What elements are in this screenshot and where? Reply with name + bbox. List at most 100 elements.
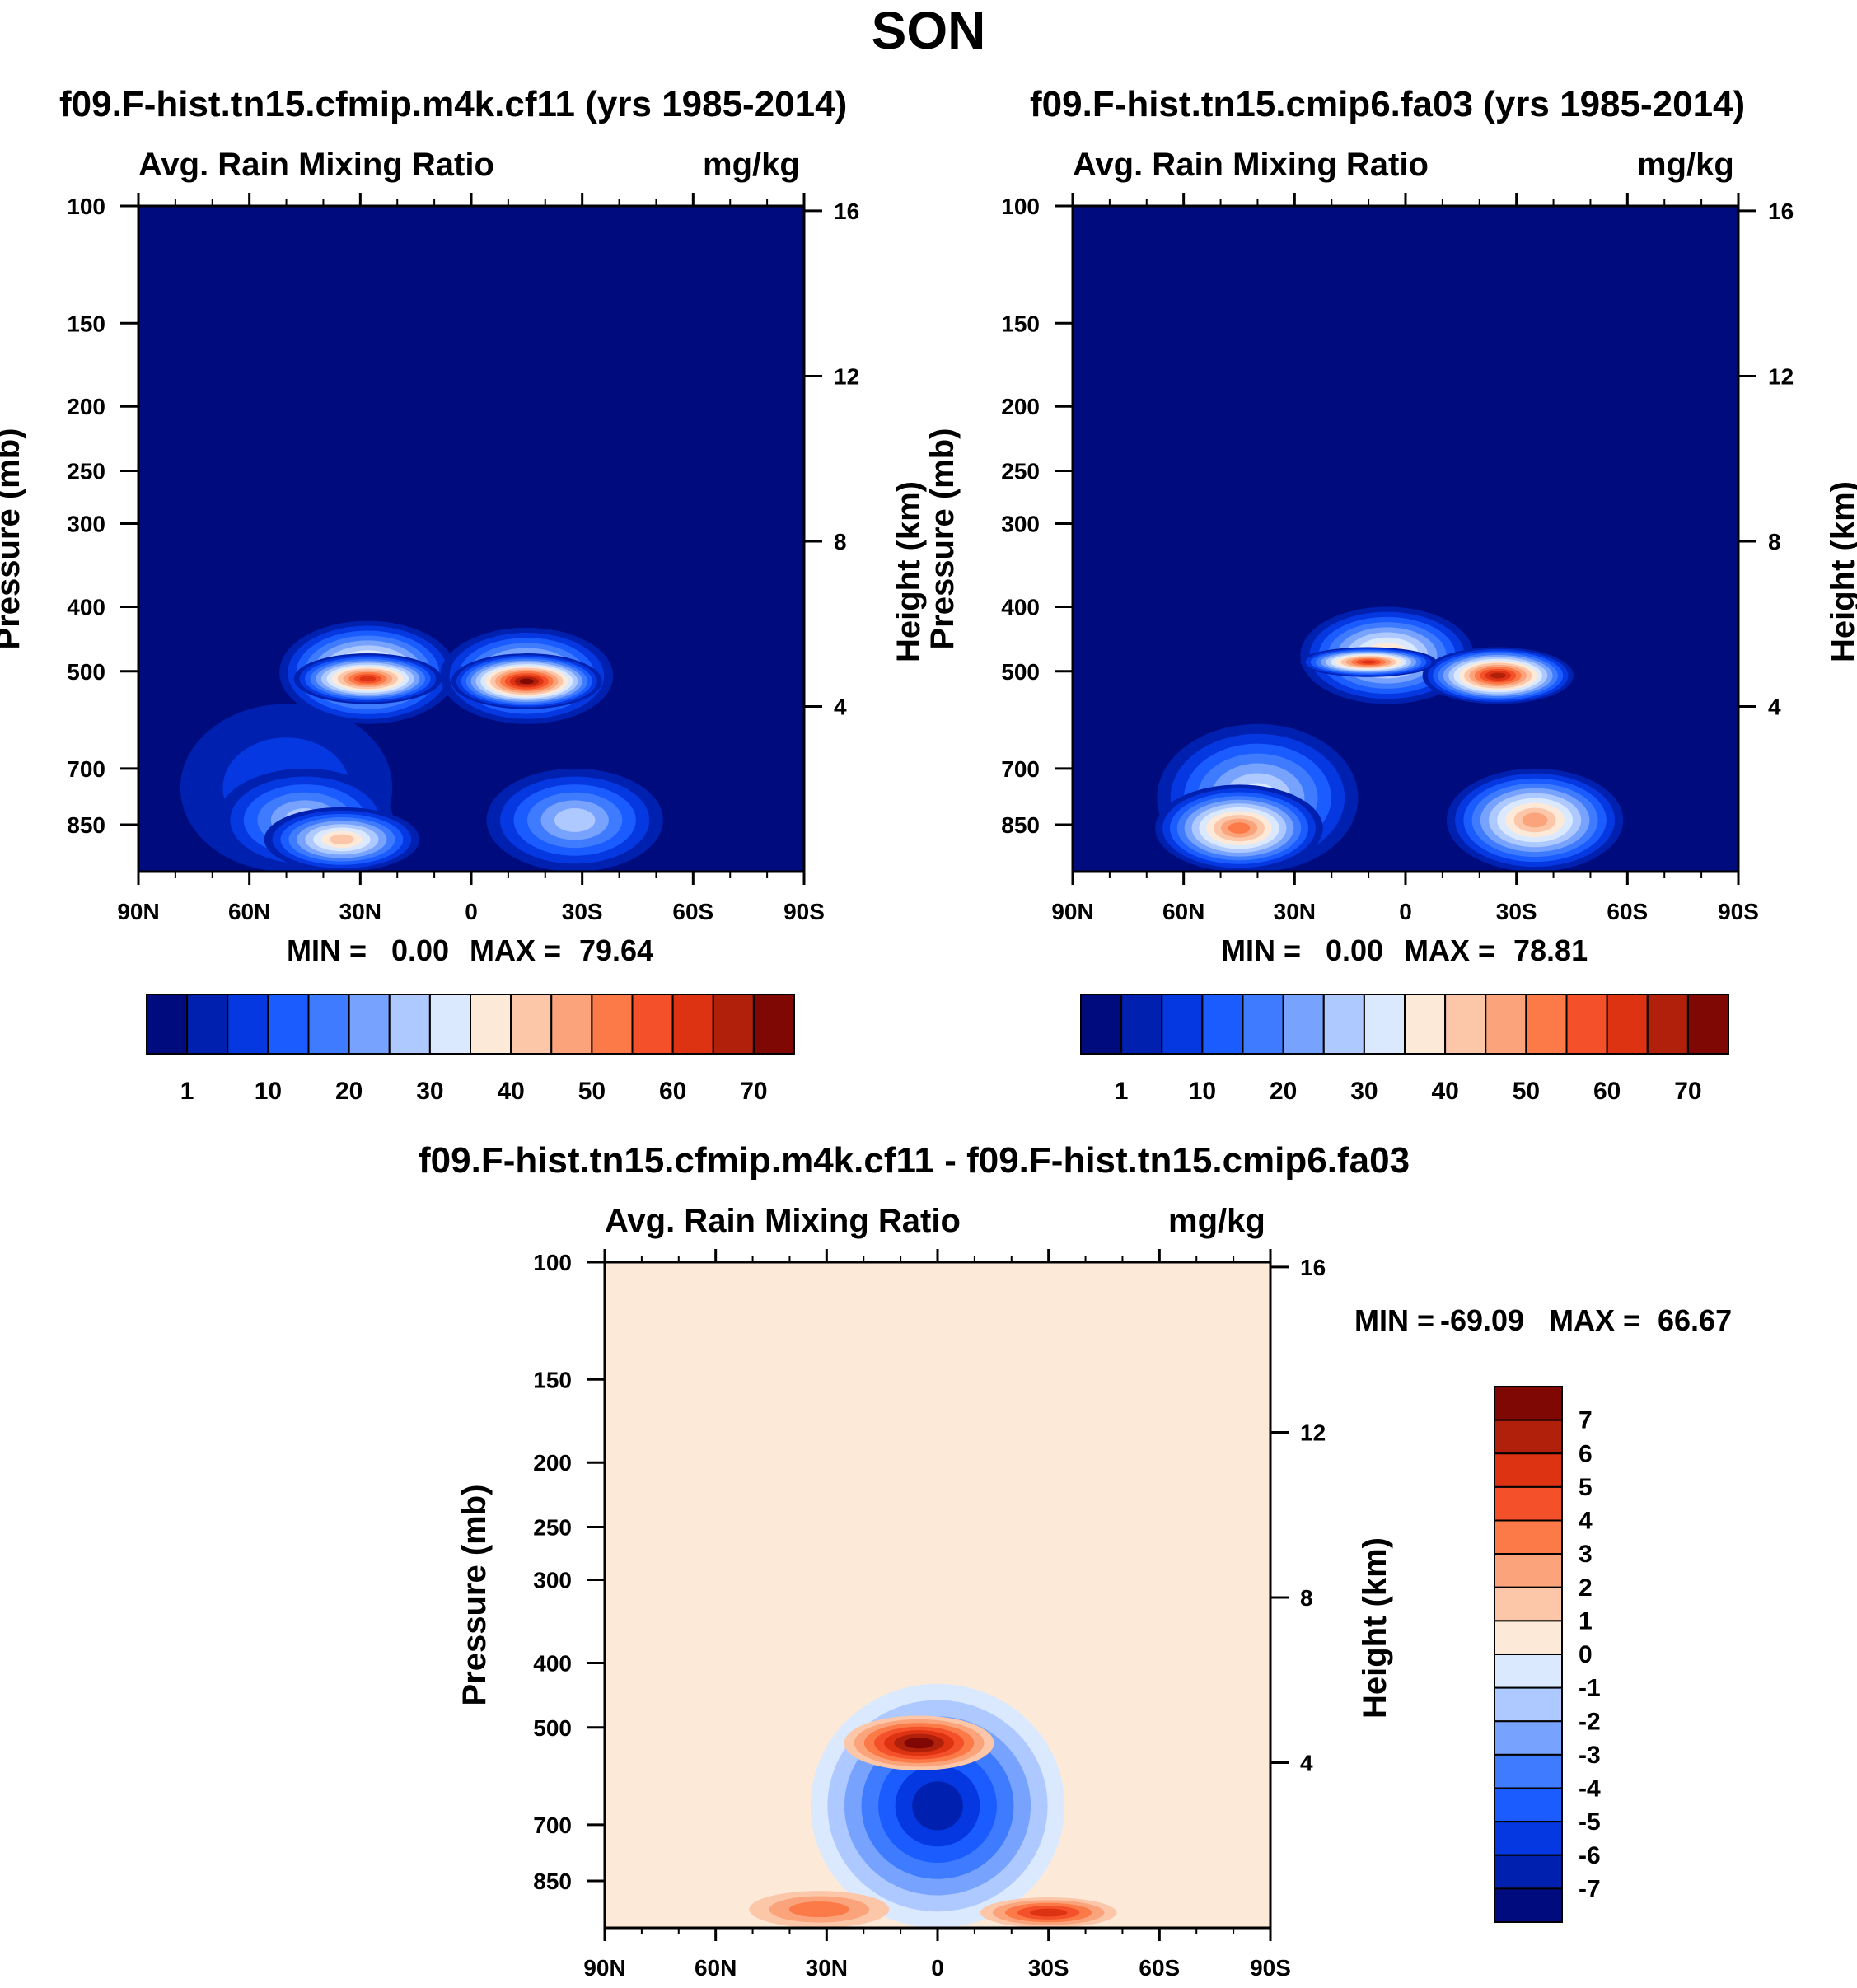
plot1-height-tick-label: 8 bbox=[834, 529, 847, 554]
plot1-y-tick-label: 300 bbox=[67, 512, 105, 537]
figure-title: SON bbox=[871, 1, 986, 60]
colorbar3-label: 4 bbox=[1579, 1508, 1593, 1535]
plot3-feature-0-band-7 bbox=[912, 1781, 963, 1831]
plot1-max-label: MAX = bbox=[470, 933, 562, 967]
colorbar3-swatch bbox=[1494, 1452, 1563, 1488]
plot3-units: mg/kg bbox=[1168, 1203, 1265, 1239]
colorbar2-swatch bbox=[1201, 994, 1244, 1055]
plot3-y-tick-label: 150 bbox=[533, 1367, 572, 1392]
plot2-x-tick-label: 90N bbox=[1051, 899, 1093, 924]
plot3-x-tick-label: 90N bbox=[583, 1955, 625, 1981]
colorbar3-label: -1 bbox=[1579, 1675, 1601, 1702]
plot2-y-tick-label: 250 bbox=[1001, 459, 1040, 484]
plot3-ylabel-right: Height (km) bbox=[1357, 1537, 1393, 1719]
colorbar2-label: 1 bbox=[1115, 1078, 1129, 1105]
plot3-ylabel: Pressure (mb) bbox=[456, 1485, 493, 1706]
colorbar1-label: 70 bbox=[740, 1078, 767, 1105]
plot1-x-tick-label: 60N bbox=[228, 899, 270, 924]
plot1-x-tick-label: 30S bbox=[562, 899, 603, 924]
colorbar3-swatch bbox=[1494, 1720, 1563, 1756]
colorbar1-swatch bbox=[348, 994, 391, 1055]
colorbar3-label: -4 bbox=[1579, 1775, 1601, 1803]
colorbar3-swatch bbox=[1494, 1887, 1563, 1923]
plot1-y-tick-label: 400 bbox=[67, 594, 105, 620]
plot2-y-tick-label: 500 bbox=[1001, 659, 1040, 685]
plot2-min-value: 0.00 bbox=[1326, 933, 1384, 967]
colorbar3-swatch bbox=[1494, 1485, 1563, 1522]
colorbar3-label: -5 bbox=[1579, 1808, 1601, 1836]
plot1-y-tick-label: 500 bbox=[67, 659, 105, 685]
colorbar1-swatch bbox=[267, 994, 310, 1055]
plot2-height-tick-label: 4 bbox=[1768, 694, 1781, 719]
plot3-height-tick-label: 12 bbox=[1300, 1420, 1326, 1445]
plot1-min-value: 0.00 bbox=[391, 933, 450, 967]
colorbar2-swatch bbox=[1444, 994, 1487, 1055]
plot1-x-tick-label: 0 bbox=[465, 899, 478, 924]
colorbar2-swatch bbox=[1120, 994, 1163, 1055]
colorbar2-swatch bbox=[1525, 994, 1568, 1055]
plot3-y-tick-label: 850 bbox=[533, 1869, 572, 1894]
colorbar3-label: 2 bbox=[1579, 1574, 1593, 1602]
colorbar3-swatch bbox=[1494, 1654, 1563, 1689]
colorbar3-label: 7 bbox=[1579, 1407, 1593, 1434]
plot3-x-tick-label: 60S bbox=[1139, 1955, 1180, 1981]
plot2-height-tick-label: 8 bbox=[1768, 529, 1781, 554]
plot2-x-tick-label: 90S bbox=[1718, 899, 1759, 924]
plot1-y-tick-label: 150 bbox=[67, 311, 105, 336]
colorbar3-swatch bbox=[1494, 1753, 1563, 1789]
colorbar3-label: 1 bbox=[1579, 1607, 1593, 1635]
colorbar1-swatch bbox=[307, 994, 350, 1055]
colorbar1-swatch bbox=[470, 994, 512, 1055]
plot2-field bbox=[1073, 206, 1738, 872]
plot1-feature-2-band-9 bbox=[330, 834, 354, 845]
colorbar2-swatch bbox=[1606, 994, 1649, 1055]
plot3-title: f09.F-hist.tn15.cfmip.m4k.cf11 - f09.F-h… bbox=[419, 1140, 1410, 1181]
colorbar3-swatch bbox=[1494, 1620, 1563, 1655]
plot2-ylabel-right: Height (km) bbox=[1825, 481, 1857, 662]
colorbar3-swatch bbox=[1494, 1787, 1563, 1823]
colorbar2-label: 20 bbox=[1270, 1078, 1297, 1105]
plot3-y-tick-label: 100 bbox=[533, 1250, 572, 1275]
plot1-height-tick-label: 4 bbox=[834, 694, 847, 719]
colorbar1-swatch bbox=[186, 994, 229, 1055]
plot1-x-tick-label: 90S bbox=[783, 899, 825, 924]
plot1-variable: Avg. Rain Mixing Ratio bbox=[138, 147, 494, 183]
plot2-y-tick-label: 100 bbox=[1001, 194, 1040, 219]
colorbar3-label: -7 bbox=[1579, 1875, 1601, 1902]
plot2-y-tick-label: 150 bbox=[1001, 311, 1040, 336]
plot3-y-tick-label: 500 bbox=[533, 1715, 572, 1741]
colorbar2-swatch bbox=[1404, 994, 1447, 1055]
colorbar1-swatch bbox=[428, 994, 471, 1055]
colorbar2-swatch bbox=[1363, 994, 1406, 1055]
colorbar2-swatch bbox=[1322, 994, 1365, 1055]
colorbar1-swatch bbox=[550, 994, 593, 1055]
plot2-y-tick-label: 300 bbox=[1001, 512, 1040, 537]
colorbar1-swatch bbox=[752, 994, 795, 1055]
plot1-x-tick-label: 60S bbox=[672, 899, 713, 924]
colorbar2-label: 50 bbox=[1513, 1078, 1540, 1105]
colorbar3-swatch bbox=[1494, 1419, 1563, 1455]
colorbar3-swatch bbox=[1494, 1854, 1563, 1890]
colorbar2-label: 10 bbox=[1189, 1078, 1216, 1105]
plot2-y-tick-label: 200 bbox=[1001, 394, 1040, 419]
plot3-x-tick-label: 90S bbox=[1250, 1955, 1291, 1981]
plot2-max-value: 78.81 bbox=[1513, 933, 1588, 967]
colorbar2-swatch bbox=[1282, 994, 1325, 1055]
colorbar3-swatch bbox=[1494, 1586, 1563, 1622]
plot3-x-tick-label: 30S bbox=[1028, 1955, 1069, 1981]
plot3-height-tick-label: 4 bbox=[1300, 1750, 1313, 1775]
plot2-height-tick-label: 16 bbox=[1768, 199, 1794, 224]
colorbar3-swatch bbox=[1494, 1686, 1563, 1723]
colorbar3-swatch bbox=[1494, 1519, 1563, 1555]
plot3-feature-2-band-3 bbox=[788, 1901, 849, 1918]
plot3-x-tick-label: 0 bbox=[931, 1955, 944, 1981]
plot3-y-tick-label: 300 bbox=[533, 1568, 572, 1593]
plot2-feature-2-band-10 bbox=[1522, 812, 1548, 828]
plot2-feature-1-band-11 bbox=[1228, 822, 1251, 835]
plot2-feature-5-band-13 bbox=[1360, 660, 1377, 664]
colorbar3-label: 5 bbox=[1579, 1474, 1593, 1501]
colorbar1-swatch bbox=[631, 994, 674, 1055]
colorbar1-swatch bbox=[510, 994, 553, 1055]
plot1-height-tick-label: 12 bbox=[834, 363, 859, 389]
